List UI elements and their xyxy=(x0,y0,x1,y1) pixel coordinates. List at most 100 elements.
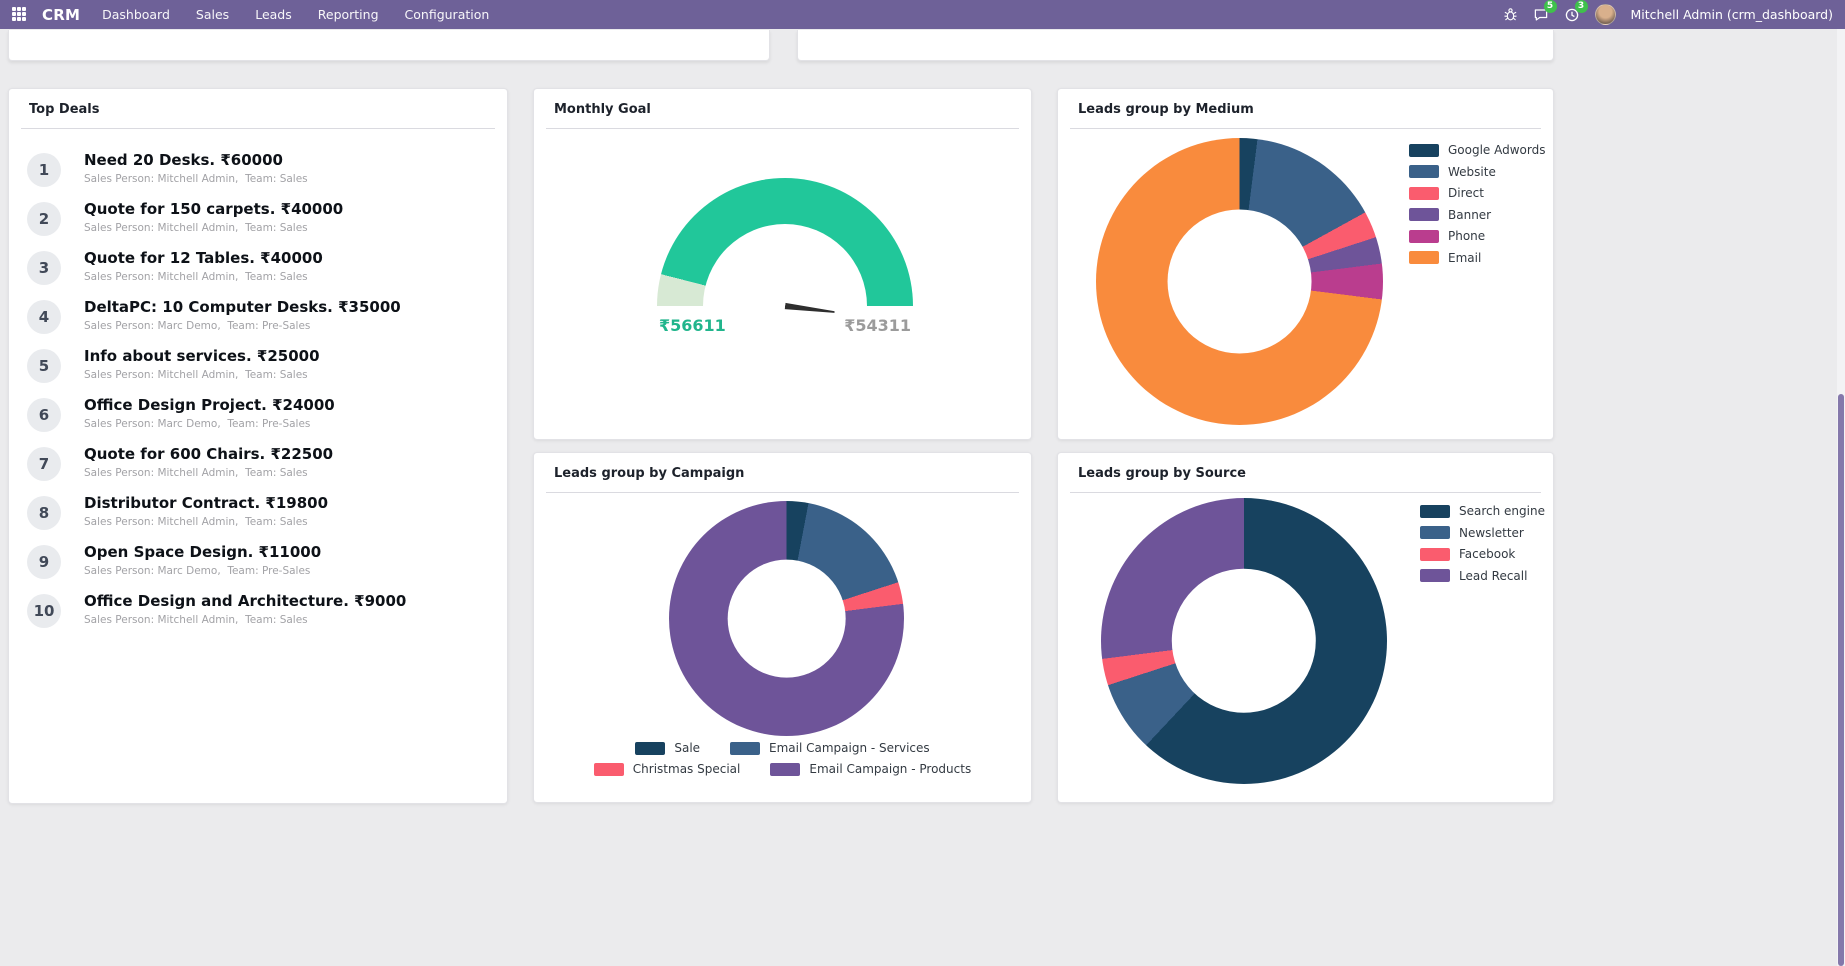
legend-swatch xyxy=(1420,547,1450,561)
menu-item-configuration[interactable]: Configuration xyxy=(404,7,490,22)
monthly-goal-card: Monthly Goal ₹56611 ₹54311 xyxy=(533,88,1032,440)
deal-rank-badge: 7 xyxy=(27,447,61,481)
scrollbar-track[interactable] xyxy=(1837,29,1845,966)
scrollbar-thumb[interactable] xyxy=(1838,394,1844,966)
deal-subtitle: Sales Person: Mitchell Admin, Team: Sale… xyxy=(84,172,308,185)
deal-rank-badge: 2 xyxy=(27,202,61,236)
legend-swatch xyxy=(1409,251,1439,264)
list-item[interactable]: 2 Quote for 150 carpets. ₹40000 Sales Pers… xyxy=(27,200,489,249)
list-item[interactable]: 4 DeltaPC: 10 Computer Desks. ₹35000 Sales… xyxy=(27,298,489,347)
legend-label: Banner xyxy=(1448,207,1492,222)
legend-label: Direct xyxy=(1448,186,1484,200)
list-item[interactable]: 3 Quote for 12 Tables. ₹40000 Sales Person… xyxy=(27,249,489,298)
legend-swatch xyxy=(1409,208,1439,221)
deal-subtitle: Sales Person: Mitchell Admin, Team: Sale… xyxy=(84,466,308,479)
legend-swatch xyxy=(593,762,624,776)
app-name[interactable]: CRM xyxy=(42,5,81,24)
menu-item-leads[interactable]: Leads xyxy=(255,7,292,22)
deal-title: Office Design Project. ₹24000 xyxy=(84,396,335,414)
leads-by-medium-legend: Google Adwords Website Direct Banner Phone Em… xyxy=(1409,143,1546,265)
legend-label: Email xyxy=(1448,250,1482,265)
legend-item[interactable]: Newsletter xyxy=(1420,526,1545,540)
legend-swatch xyxy=(770,762,801,776)
deal-info: Need 20 Desks. ₹60000 Sales Person: Mitch… xyxy=(84,151,308,185)
list-item[interactable]: 6 Office Design Project. ₹24000 Sales Pers… xyxy=(27,396,489,445)
legend-label: Phone xyxy=(1448,229,1486,243)
legend-swatch xyxy=(1409,186,1439,200)
deal-title: Quote for 12 Tables. ₹40000 xyxy=(84,249,323,267)
legend-label: Sale xyxy=(674,741,701,755)
deal-subtitle: Sales Person: Mitchell Admin, Team: Sale… xyxy=(84,221,308,234)
activities-badge: 3 xyxy=(1574,0,1588,13)
menu-item-sales[interactable]: Sales xyxy=(195,7,230,22)
divider xyxy=(1070,128,1541,129)
menu-item-reporting[interactable]: Reporting xyxy=(317,7,379,22)
divider xyxy=(546,492,1019,493)
legend-item[interactable]: Direct xyxy=(1409,186,1546,200)
deal-info: Info about services. ₹25000 Sales Person:… xyxy=(84,347,320,381)
user-avatar[interactable] xyxy=(1594,4,1616,25)
activities-clock-icon[interactable]: 3 xyxy=(1564,0,1588,23)
bug-icon[interactable] xyxy=(1503,7,1518,22)
deal-title: Need 20 Desks. ₹60000 xyxy=(84,151,283,169)
list-item[interactable]: 9 Open Space Design. ₹11000 Sales Person: … xyxy=(27,543,489,592)
legend-item[interactable]: Banner xyxy=(1409,208,1546,222)
messages-icon[interactable]: 5 xyxy=(1533,0,1557,22)
legend-item[interactable]: Sale xyxy=(635,741,700,755)
legend-swatch xyxy=(1420,504,1450,518)
legend-item[interactable]: Facebook xyxy=(1420,547,1545,561)
legend-item[interactable]: Search engine xyxy=(1420,504,1545,518)
deal-info: Quote for 150 carpets. ₹40000 Sales Perso… xyxy=(84,200,343,234)
legend-swatch xyxy=(1409,143,1439,157)
user-menu[interactable]: Mitchell Admin (crm_dashboard) xyxy=(1630,7,1833,22)
legend-item[interactable]: Lead Recall xyxy=(1420,569,1545,583)
legend-item[interactable]: Google Adwords xyxy=(1409,143,1546,157)
divider xyxy=(21,128,495,129)
deal-info: Office Design and Architecture. ₹9000 Sal… xyxy=(84,592,406,626)
leads-by-source-legend: Search engine Newsletter Facebook Lead Reca… xyxy=(1420,504,1545,583)
legend-item[interactable]: Email Campaign - Services xyxy=(730,741,930,755)
deal-title: Quote for 150 carpets. ₹40000 xyxy=(84,200,344,218)
list-item[interactable]: 8 Distributor Contract. ₹19800 Sales Perso… xyxy=(27,494,489,543)
deal-info: Open Space Design. ₹11000 Sales Person: M… xyxy=(84,543,321,577)
legend-item[interactable]: Email xyxy=(1409,251,1546,265)
deal-info: Distributor Contract. ₹19800 Sales Person… xyxy=(84,494,328,528)
deal-title: DeltaPC: 10 Computer Desks. ₹35000 xyxy=(84,298,401,316)
top-deals-card: Top Deals 1 Need 20 Desks. ₹60000 Sales Pe… xyxy=(8,88,508,804)
gauge-values: ₹56611 ₹54311 xyxy=(657,316,913,335)
leads-by-campaign-title: Leads group by Campaign xyxy=(554,466,745,481)
partial-card-right xyxy=(797,30,1554,61)
deal-subtitle: Sales Person: Marc Demo, Team: Pre-Sales xyxy=(84,564,311,577)
monthly-goal-gauge[interactable] xyxy=(657,178,913,306)
donut-chart[interactable] xyxy=(1101,498,1387,784)
deal-subtitle: Sales Person: Marc Demo, Team: Pre-Sales xyxy=(84,319,311,332)
leads-by-medium-card: Leads group by Medium Google Adwords Webs… xyxy=(1057,88,1554,440)
list-item[interactable]: 5 Info about services. ₹25000 Sales Person… xyxy=(27,347,489,396)
leads-by-source-title: Leads group by Source xyxy=(1078,466,1246,481)
legend-item[interactable]: Website xyxy=(1409,165,1546,179)
list-item[interactable]: 7 Quote for 600 Chairs. ₹22500 Sales Perso… xyxy=(27,445,489,494)
legend-swatch xyxy=(635,741,666,755)
legend-item[interactable]: Email Campaign - Products xyxy=(770,762,971,776)
leads-by-campaign-legend: Sale Email Campaign - Services Christmas S… xyxy=(534,741,1031,776)
apps-grid-icon[interactable] xyxy=(12,6,28,23)
menu-item-dashboard[interactable]: Dashboard xyxy=(102,7,170,22)
list-item[interactable]: 10 Office Design and Architecture. ₹9000 S… xyxy=(27,592,489,641)
list-item[interactable]: 1 Need 20 Desks. ₹60000 Sales Person: Mitc… xyxy=(27,151,489,200)
donut-chart[interactable] xyxy=(669,501,904,736)
legend-label: Email Campaign - Services xyxy=(769,741,930,755)
deal-rank-badge: 6 xyxy=(27,398,61,432)
legend-label: Google Adwords xyxy=(1448,143,1546,157)
donut-chart[interactable] xyxy=(1096,138,1383,425)
deal-rank-badge: 8 xyxy=(27,496,61,530)
legend-item[interactable]: Phone xyxy=(1409,229,1546,243)
legend-swatch xyxy=(1420,526,1450,539)
main-menu: Dashboard Sales Leads Reporting Configur… xyxy=(102,7,489,22)
divider xyxy=(1070,492,1541,493)
deal-title: Quote for 600 Chairs. ₹22500 xyxy=(84,445,334,463)
leads-by-source-donut xyxy=(1101,498,1387,784)
legend-item[interactable]: Christmas Special xyxy=(593,762,740,776)
leads-by-medium-title: Leads group by Medium xyxy=(1078,102,1254,117)
legend-swatch xyxy=(1420,569,1450,582)
donut-hole xyxy=(727,559,846,678)
